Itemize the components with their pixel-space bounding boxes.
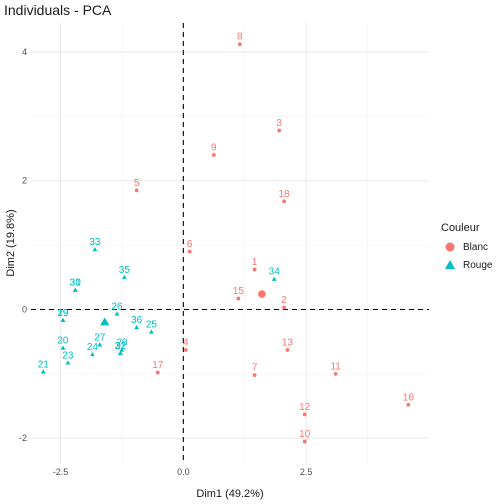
y-tick-label: 4 <box>22 47 27 57</box>
data-point <box>155 370 160 375</box>
point-label: 26 <box>111 301 123 312</box>
point-label: 11 <box>330 361 341 372</box>
point-label: 9 <box>211 142 217 153</box>
point-label: 7 <box>252 363 258 374</box>
data-point <box>285 348 290 352</box>
legend-item-rouge: Rouge <box>441 256 492 274</box>
data-point <box>302 412 307 417</box>
y-tick-label: 0 <box>22 304 27 314</box>
data-point <box>60 345 66 350</box>
data-point <box>40 369 46 374</box>
circle-icon <box>441 238 459 256</box>
plot-panel <box>31 23 429 464</box>
point-label: 15 <box>233 286 245 297</box>
point-label: 32 <box>115 341 127 352</box>
data-point <box>97 342 103 347</box>
data-point <box>333 371 338 376</box>
chart-title: Individuals - PCA <box>4 2 112 18</box>
point-label: 23 <box>62 350 74 361</box>
data-point <box>65 360 71 365</box>
point-label: 36 <box>131 315 143 326</box>
point-label: 21 <box>38 359 50 370</box>
point-label: 33 <box>89 237 101 248</box>
reference-lines <box>31 23 429 464</box>
point-label: 31 <box>70 278 82 289</box>
data-point <box>252 267 257 272</box>
points-layer <box>40 42 411 444</box>
data-point <box>187 249 192 254</box>
data-point <box>92 247 98 252</box>
data-point <box>90 351 95 357</box>
x-axis-label: Dim1 (49.2%) <box>196 488 263 500</box>
point-label: 20 <box>57 336 69 347</box>
data-point <box>237 42 242 47</box>
data-point <box>119 347 125 352</box>
x-tick-label: 0.0 <box>177 467 190 477</box>
point-label: 35 <box>119 265 131 276</box>
point-label: 24 <box>87 342 99 353</box>
data-point <box>282 199 286 204</box>
x-tick-label: -2.5 <box>53 467 69 477</box>
point-label: 2 <box>281 295 287 306</box>
data-point <box>252 373 257 378</box>
data-point <box>271 276 277 281</box>
x-tick-label: 2.5 <box>300 467 313 477</box>
data-point <box>302 439 307 444</box>
data-point <box>72 287 78 292</box>
point-label: 25 <box>146 320 158 331</box>
point-label: 16 <box>403 392 415 403</box>
point-label: 5 <box>134 178 140 189</box>
data-point <box>406 402 411 407</box>
data-point <box>134 188 139 193</box>
data-point <box>134 324 140 330</box>
triangle-icon <box>441 256 459 274</box>
point-label: 27 <box>94 332 106 343</box>
data-point <box>114 311 120 316</box>
point-label: 30 <box>70 278 82 289</box>
legend-label-blanc: Blanc <box>463 241 489 253</box>
y-tick-label: 2 <box>22 176 27 186</box>
point-label: 19 <box>57 308 69 319</box>
group-mean-point <box>258 290 266 298</box>
grid-layer <box>31 23 429 464</box>
data-point <box>118 350 123 355</box>
data-point <box>121 274 127 279</box>
point-label: 34 <box>269 267 281 278</box>
point-label: 8 <box>237 32 243 43</box>
legend: Couleur Blanc Rouge <box>441 222 492 274</box>
point-label: 4 <box>183 338 189 349</box>
legend-title: Couleur <box>441 222 480 234</box>
y-tick-label: -2 <box>19 433 27 443</box>
point-label: 6 <box>187 239 193 250</box>
point-label: 10 <box>299 429 311 440</box>
data-point <box>236 296 241 301</box>
point-label: 1 <box>252 257 258 268</box>
point-label: 3 <box>276 118 282 129</box>
data-point <box>183 348 188 352</box>
y-axis-label: Dim2 (19.8%) <box>5 209 17 276</box>
point-labels-layer: 1234567891011121315161718192021222324252… <box>38 32 415 440</box>
legend-item-blanc: Blanc <box>441 238 492 256</box>
legend-label-rouge: Rouge <box>463 259 493 271</box>
point-label: 18 <box>278 189 290 200</box>
point-label: 12 <box>299 402 311 413</box>
data-point <box>60 317 66 323</box>
point-label: 13 <box>282 338 294 349</box>
point-label: 29 <box>57 308 69 319</box>
data-point <box>211 153 216 157</box>
point-label: 17 <box>152 360 164 371</box>
data-point <box>282 305 286 310</box>
group-mean-point <box>100 317 110 326</box>
data-point <box>148 329 154 334</box>
data-point <box>277 128 282 133</box>
point-label: 22 <box>115 341 127 352</box>
point-label: 28 <box>116 338 128 349</box>
